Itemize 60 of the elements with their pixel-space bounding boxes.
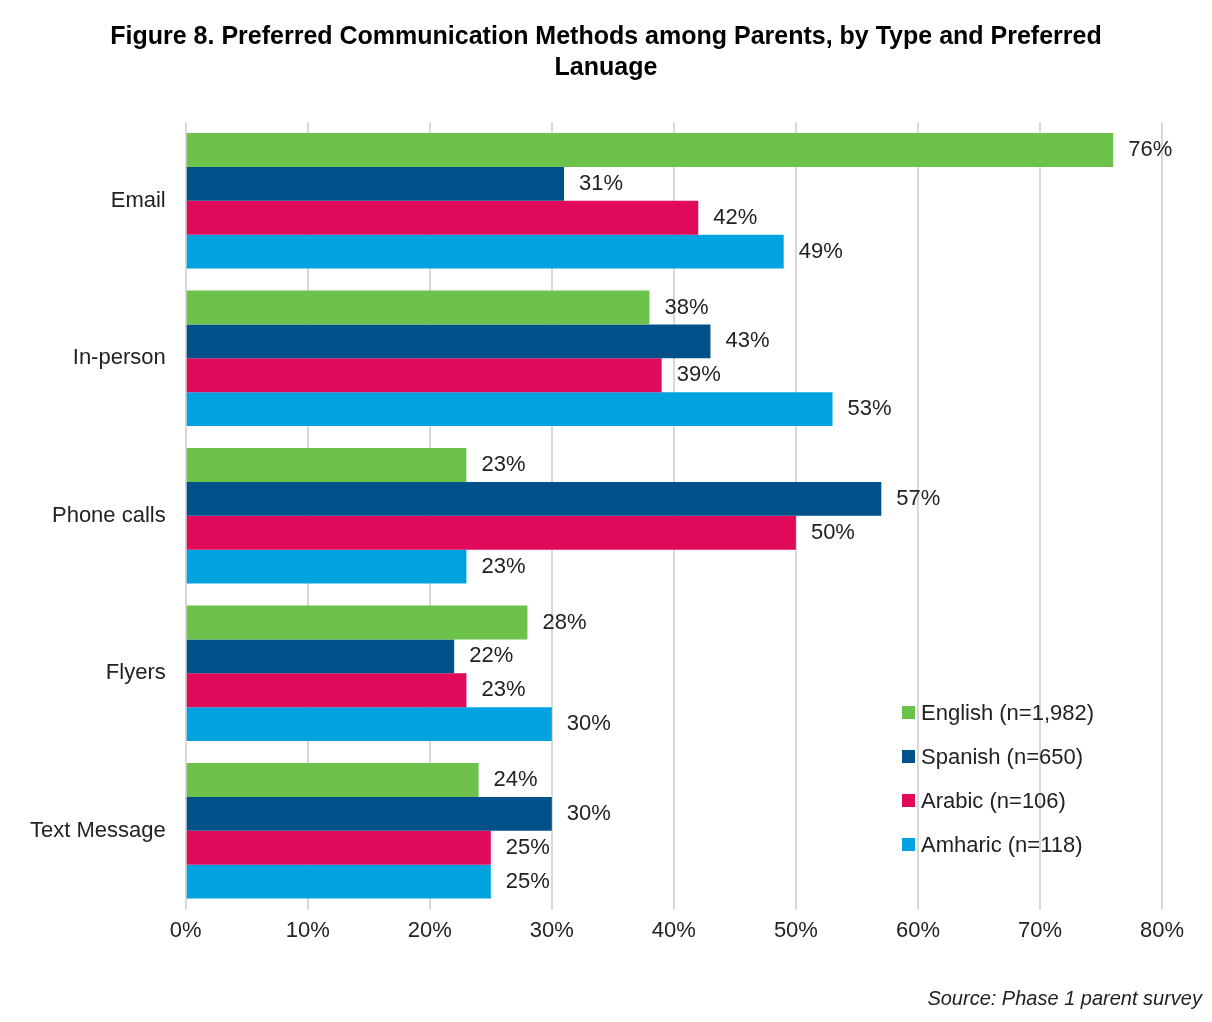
bar [186,234,784,269]
bar [186,448,467,482]
bar [186,515,796,550]
x-tick-label: 20% [407,916,452,942]
data-label: 43% [725,327,770,353]
x-tick-label: 30% [529,916,574,942]
x-tick-label: 70% [1017,916,1062,942]
source-note: Source: Phase 1 parent survey [927,987,1202,1010]
data-label: 23% [481,451,526,477]
data-label: 50% [810,518,855,544]
bar [186,392,833,427]
bar [186,200,699,235]
x-tick-label: 40% [651,916,696,942]
data-label: 31% [579,169,624,195]
bar [186,864,491,899]
data-label: 25% [505,867,550,893]
x-tick-label: 0% [169,916,202,942]
data-label: 28% [542,608,587,634]
data-label: 53% [847,395,892,421]
y-tick-label: Email [110,186,166,212]
data-label: 42% [713,203,758,229]
x-tick-label: 80% [1139,916,1185,942]
legend-label: English (n=1,982) [921,699,1095,726]
data-label: 23% [481,552,526,578]
bar [186,290,650,325]
legend-label: Spanish (n=650) [921,743,1084,770]
bar [186,673,467,708]
legend-label: Amharic (n=118) [921,831,1083,858]
bar [186,481,882,516]
bar [186,358,662,393]
bar [186,166,565,201]
y-tick-label: In-person [72,344,166,370]
y-tick-label: Phone calls [51,501,166,527]
legend-label: Arabic (n=106) [921,787,1066,814]
data-label: 24% [493,766,538,792]
y-tick-label: Text Message [29,816,166,842]
bar [186,763,479,797]
chart-title: Figure 8. Preferred Communication Methods among Parents, by Type and Preferred Lanuage [109,20,1103,82]
bar [186,830,491,865]
bar [186,549,467,584]
bar [186,324,711,359]
x-tick-label: 10% [285,916,330,942]
data-label: 57% [896,484,941,510]
x-tick-label: 50% [773,916,818,942]
data-label: 39% [676,361,721,387]
data-label: 30% [566,799,611,825]
bar [186,707,552,742]
data-label: 25% [505,833,550,859]
bar [186,133,1114,167]
bar [186,605,528,640]
data-label: 22% [469,642,514,668]
data-label: 30% [566,710,611,736]
data-label: 76% [1128,136,1173,162]
bar [186,796,552,831]
data-label: 49% [798,237,843,263]
data-label: 38% [664,293,709,319]
x-tick-label: 60% [895,916,940,942]
y-tick-label: Flyers [105,659,166,685]
bar [186,639,455,674]
data-label: 23% [481,676,526,702]
